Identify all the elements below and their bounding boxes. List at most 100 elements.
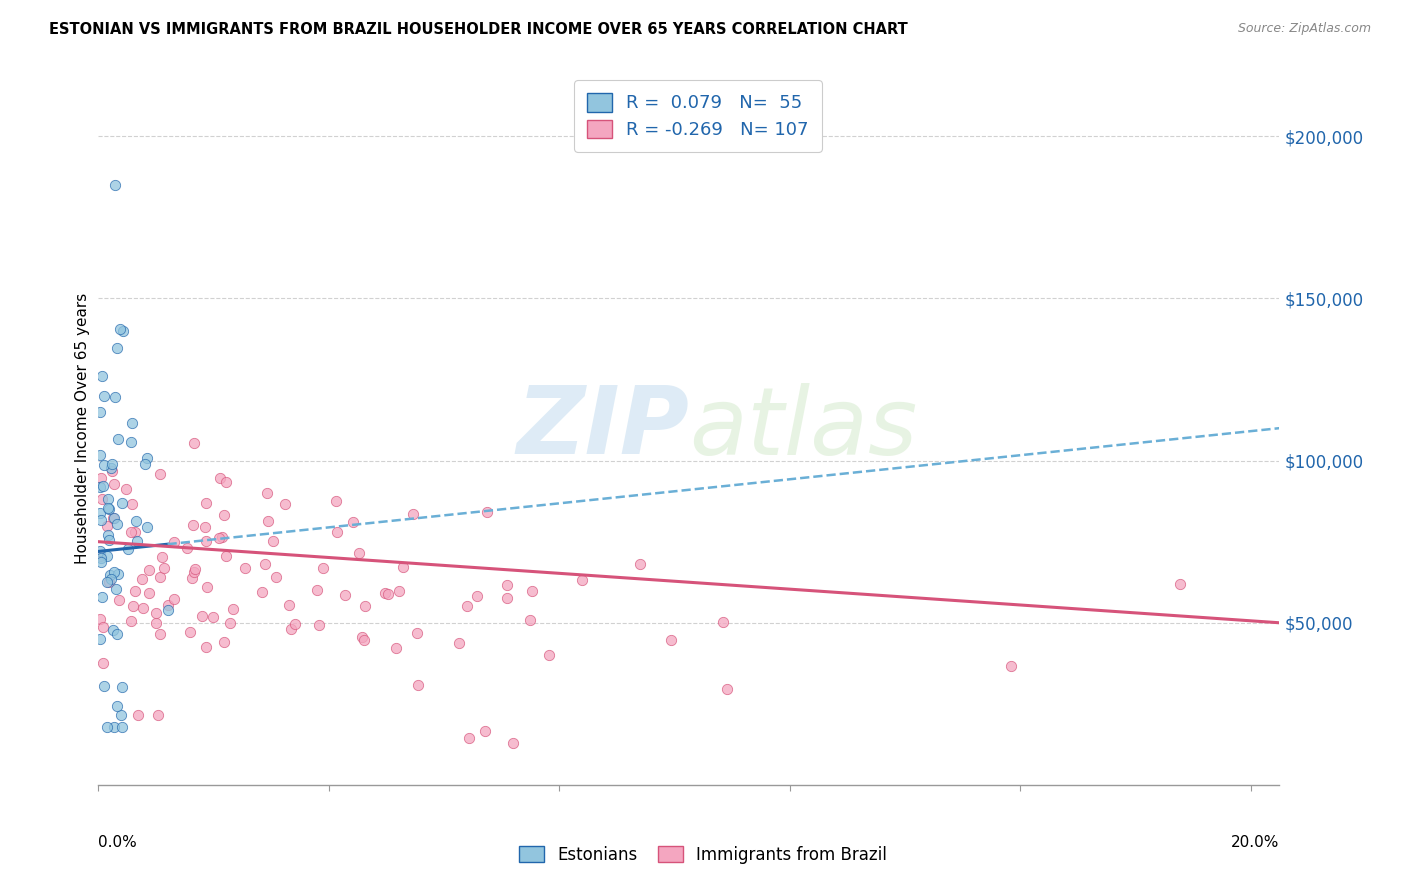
Point	[124, 584, 146, 599]
Point	[156, 603, 179, 617]
Point	[146, 707, 169, 722]
Text: Source: ZipAtlas.com: Source: ZipAtlas.com	[1237, 22, 1371, 36]
Point	[342, 515, 364, 529]
Point	[352, 630, 374, 644]
Point	[105, 698, 128, 713]
Point	[538, 648, 561, 662]
Point	[215, 475, 238, 490]
Point	[131, 572, 153, 586]
Point	[209, 471, 232, 485]
Point	[105, 627, 128, 641]
Point	[233, 561, 256, 575]
Point	[89, 611, 111, 625]
Point	[98, 502, 121, 516]
Point	[121, 599, 143, 614]
Point	[145, 606, 167, 620]
Point	[475, 505, 498, 519]
Legend: Estonians, Immigrants from Brazil: Estonians, Immigrants from Brazil	[512, 839, 894, 871]
Point	[456, 599, 478, 614]
Point	[89, 448, 111, 462]
Point	[195, 496, 218, 510]
Point	[121, 497, 143, 511]
Point	[89, 544, 111, 558]
Point	[101, 457, 124, 471]
Point	[101, 510, 124, 524]
Point	[401, 507, 423, 521]
Point	[97, 491, 120, 506]
Point	[96, 720, 118, 734]
Point	[163, 592, 186, 607]
Text: ZIP: ZIP	[516, 382, 689, 475]
Point	[163, 535, 186, 549]
Point	[183, 565, 205, 579]
Point	[97, 528, 120, 542]
Point	[108, 592, 131, 607]
Point	[256, 514, 278, 528]
Point	[274, 497, 297, 511]
Text: 0.0%: 0.0%	[98, 835, 138, 850]
Point	[280, 622, 302, 636]
Point	[120, 525, 142, 540]
Point	[201, 609, 224, 624]
Text: 20.0%: 20.0%	[1232, 835, 1279, 850]
Point	[98, 574, 121, 589]
Point	[1168, 577, 1191, 591]
Point	[127, 707, 149, 722]
Point	[89, 632, 111, 646]
Point	[149, 467, 172, 482]
Point	[105, 516, 128, 531]
Point	[105, 582, 128, 596]
Point	[250, 585, 273, 599]
Point	[132, 601, 155, 615]
Point	[89, 506, 111, 520]
Point	[90, 590, 112, 604]
Point	[121, 416, 143, 430]
Point	[571, 573, 593, 587]
Point	[135, 450, 157, 465]
Point	[103, 720, 125, 734]
Point	[90, 555, 112, 569]
Point	[107, 432, 129, 446]
Point	[277, 598, 299, 612]
Point	[262, 534, 284, 549]
Point	[284, 616, 307, 631]
Point	[326, 524, 349, 539]
Point	[264, 570, 287, 584]
Point	[181, 571, 204, 585]
Point	[465, 589, 488, 603]
Point	[716, 681, 738, 696]
Point	[179, 624, 201, 639]
Point	[256, 486, 278, 500]
Point	[184, 562, 207, 576]
Point	[385, 640, 408, 655]
Point	[111, 720, 134, 734]
Point	[194, 533, 217, 548]
Point	[149, 570, 172, 584]
Point	[96, 519, 118, 533]
Point	[138, 586, 160, 600]
Point	[89, 549, 111, 564]
Point	[110, 707, 132, 722]
Point	[308, 617, 330, 632]
Point	[104, 390, 127, 404]
Point	[312, 561, 335, 575]
Point	[183, 436, 205, 450]
Point	[353, 632, 375, 647]
Point	[125, 533, 148, 548]
Point	[190, 609, 212, 624]
Point	[98, 533, 121, 548]
Point	[156, 598, 179, 612]
Point	[520, 583, 543, 598]
Point	[325, 493, 347, 508]
Point	[215, 549, 238, 563]
Point	[502, 736, 524, 750]
Point	[103, 566, 125, 580]
Text: ESTONIAN VS IMMIGRANTS FROM BRAZIL HOUSEHOLDER INCOME OVER 65 YEARS CORRELATION : ESTONIAN VS IMMIGRANTS FROM BRAZIL HOUSE…	[49, 22, 908, 37]
Legend: R =  0.079   N=  55, R = -0.269   N= 107: R = 0.079 N= 55, R = -0.269 N= 107	[574, 80, 821, 152]
Point	[135, 520, 157, 534]
Point	[195, 640, 218, 655]
Point	[100, 573, 122, 587]
Point	[374, 585, 396, 599]
Point	[117, 542, 139, 557]
Point	[305, 583, 328, 598]
